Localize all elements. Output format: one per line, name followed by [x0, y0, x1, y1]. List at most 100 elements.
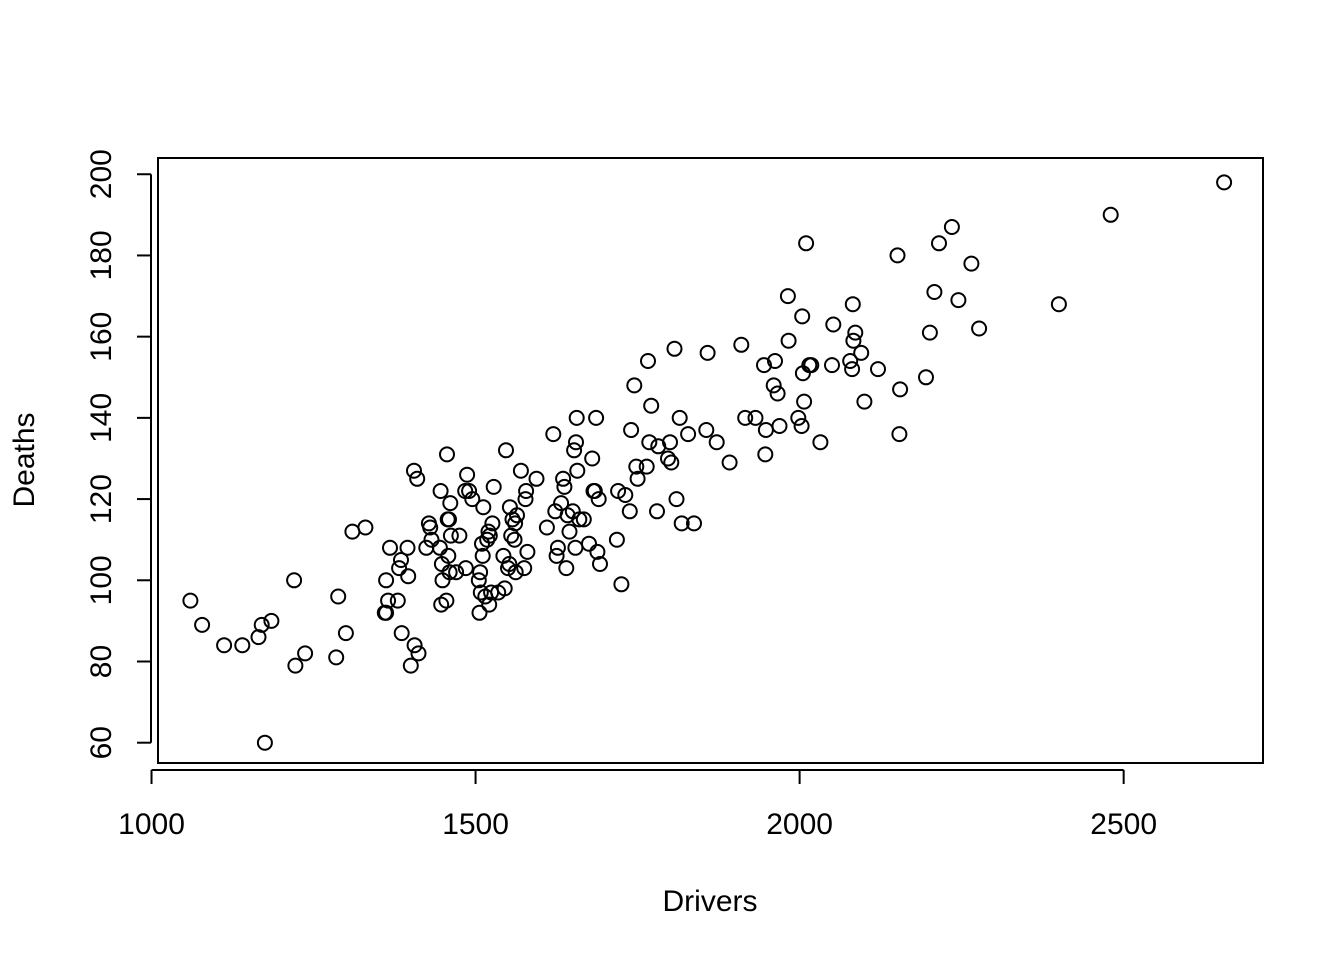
data-point — [769, 385, 786, 402]
data-point — [234, 637, 251, 654]
y-tick-label: 120 — [85, 474, 118, 524]
data-point — [484, 515, 501, 532]
data-point — [553, 495, 570, 512]
data-point — [575, 511, 592, 528]
data-point — [519, 543, 536, 560]
data-point — [803, 357, 820, 374]
data-point — [733, 336, 750, 353]
data-point — [485, 478, 502, 495]
data-point — [423, 531, 440, 548]
data-point — [589, 543, 606, 560]
data-point — [433, 596, 450, 613]
data-point — [344, 523, 361, 540]
data-point — [757, 422, 774, 438]
data-point — [756, 357, 772, 374]
data-point — [253, 616, 270, 633]
data-point — [608, 531, 625, 548]
data-point — [588, 409, 605, 426]
data-point — [921, 324, 938, 341]
data-point — [643, 397, 660, 414]
x-tick-label: 2000 — [766, 808, 833, 841]
data-point — [461, 483, 478, 499]
data-point — [892, 381, 909, 398]
y-axis: 60 80 100 120 140 160 180 200 — [85, 149, 152, 759]
data-point — [626, 377, 643, 394]
y-tick-label: 60 — [85, 726, 118, 759]
data-point — [556, 478, 573, 495]
data-point — [409, 470, 426, 487]
data-point — [584, 450, 601, 467]
data-point — [518, 483, 535, 499]
data-point — [891, 426, 908, 443]
data-point — [590, 491, 607, 508]
data-point — [790, 409, 807, 426]
x-tick-label: 2500 — [1090, 808, 1157, 841]
data-point — [771, 418, 788, 434]
x-axis-label: Drivers — [663, 885, 758, 918]
data-point — [847, 324, 864, 341]
data-point — [457, 560, 474, 577]
data-point — [287, 657, 304, 674]
data-point — [737, 409, 754, 426]
data-point — [442, 527, 459, 544]
data-point — [328, 649, 345, 666]
data-point — [507, 515, 524, 532]
data-point — [793, 418, 810, 434]
data-point — [571, 511, 588, 528]
data-point — [686, 515, 702, 532]
data-point — [263, 612, 280, 629]
data-point — [393, 625, 410, 642]
data-point — [439, 446, 455, 463]
data-point — [566, 442, 583, 459]
data-point — [666, 340, 683, 357]
data-point — [391, 560, 408, 577]
data-point — [640, 353, 656, 369]
data-point — [918, 369, 934, 386]
data-point — [545, 426, 562, 443]
data-point — [498, 442, 514, 459]
data-point — [406, 462, 422, 479]
data-point — [662, 434, 678, 451]
data-point — [441, 511, 457, 528]
data-point — [432, 483, 449, 499]
data-point — [378, 604, 395, 621]
data-point — [824, 357, 840, 374]
data-point — [1050, 296, 1067, 313]
data-point — [796, 393, 813, 410]
data-point — [592, 556, 608, 572]
data-point — [680, 426, 697, 443]
data-point — [870, 361, 886, 378]
data-point — [471, 604, 488, 621]
data-point — [581, 535, 597, 552]
data-point — [950, 292, 967, 309]
data-point — [699, 344, 716, 361]
data-point — [853, 344, 870, 361]
data-point — [765, 377, 782, 394]
data-point — [472, 564, 489, 581]
data-point — [512, 462, 529, 479]
data-point — [448, 564, 465, 581]
data-point — [194, 616, 211, 633]
data-point — [382, 539, 398, 556]
data-point — [422, 519, 439, 536]
data-point — [558, 560, 575, 577]
data-point — [747, 409, 764, 426]
data-point — [442, 495, 459, 512]
y-tick-label: 100 — [85, 555, 118, 605]
data-point — [380, 592, 397, 609]
data-point — [438, 592, 455, 609]
data-point — [844, 361, 861, 378]
data-point — [613, 576, 630, 593]
data-point — [812, 434, 829, 451]
x-axis: 1000 1500 2000 2500 — [118, 769, 1157, 841]
data-point — [548, 547, 565, 564]
data-point — [337, 625, 354, 642]
data-point — [496, 580, 513, 597]
data-point — [256, 734, 273, 751]
data-point — [459, 466, 476, 483]
data-point — [586, 483, 603, 499]
data-point — [673, 515, 690, 532]
data-point — [516, 560, 533, 577]
data-point — [767, 353, 783, 369]
data-point — [568, 434, 584, 451]
